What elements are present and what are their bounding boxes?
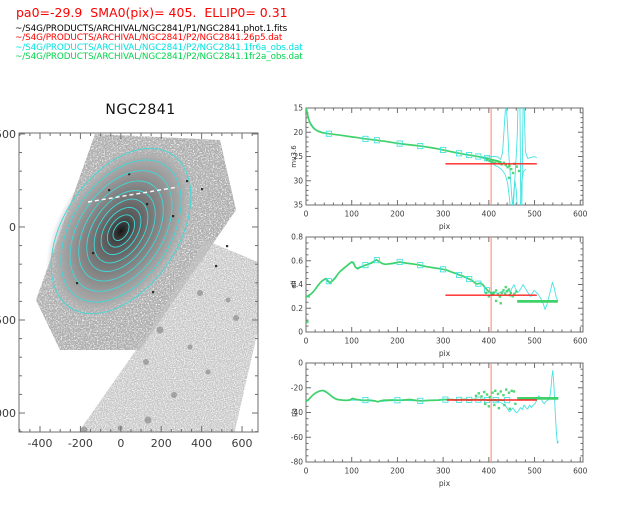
- svg-text:100: 100: [345, 467, 360, 476]
- file-path: ~/S4G/PRODUCTS/ARCHIVAL/NGC2841/P2/NGC28…: [15, 33, 283, 44]
- file-path: ~/S4G/PRODUCTS/ARCHIVAL/NGC2841/P2/NGC28…: [15, 51, 303, 62]
- x-axis-label: pix: [439, 222, 451, 231]
- svg-text:200: 200: [390, 210, 405, 219]
- svg-text:0: 0: [304, 467, 309, 476]
- svg-text:400: 400: [482, 210, 497, 219]
- svg-text:30: 30: [293, 176, 303, 185]
- panel-ell: 0 100 200 300 400 500 600 0.8 0.6 0.4 0.2 0 pix ell: [290, 233, 588, 358]
- galaxy-plot-title: NGC2841: [105, 102, 176, 118]
- svg-text:400: 400: [482, 337, 497, 346]
- galaxy-image: [36, 134, 258, 432]
- profile-panels-plot: 0 100 200 300 400 500 600 15 20 25 30 35 pix mu3.6 0 10…: [290, 104, 588, 488]
- svg-text:500: 500: [527, 210, 542, 219]
- svg-text:0.8: 0.8: [291, 233, 303, 242]
- svg-text:400: 400: [191, 437, 212, 450]
- svg-text:0: 0: [117, 437, 124, 450]
- file-path: ~/S4G/PRODUCTS/ARCHIVAL/NGC2841/P2/NGC28…: [15, 42, 303, 53]
- svg-text:600: 600: [573, 337, 588, 346]
- svg-text:-20: -20: [291, 383, 303, 392]
- svg-text:0.6: 0.6: [291, 256, 303, 265]
- svg-text:600: 600: [232, 437, 253, 450]
- panel-pa: 0 100 200 300 400 500 600 0 -20 -40 -60 -80 pix pa: [290, 359, 588, 488]
- svg-text:200: 200: [151, 437, 172, 450]
- svg-text:-500: -500: [0, 314, 16, 327]
- svg-text:0: 0: [298, 328, 303, 337]
- svg-text:-1000: -1000: [0, 407, 16, 420]
- svg-text:-40: -40: [291, 408, 303, 417]
- svg-text:0: 0: [298, 359, 303, 368]
- svg-text:600: 600: [573, 467, 588, 476]
- svg-text:-400: -400: [28, 437, 53, 450]
- svg-text:25: 25: [293, 152, 303, 161]
- panel-mu3.6: 0 100 200 300 400 500 600 15 20 25 30 35 pix mu3.6: [290, 104, 588, 231]
- x-axis-label: pix: [439, 349, 451, 358]
- svg-text:-200: -200: [68, 437, 93, 450]
- isophote-ellipses: [50, 147, 192, 315]
- svg-text:400: 400: [482, 467, 497, 476]
- file-path-list: ~/S4G/PRODUCTS/ARCHIVAL/NGC2841/P1/NGC28…: [15, 24, 303, 62]
- svg-text:20: 20: [293, 128, 303, 137]
- svg-text:600: 600: [573, 210, 588, 219]
- svg-text:-60: -60: [291, 433, 303, 442]
- svg-text:-80: -80: [291, 458, 303, 467]
- svg-text:0: 0: [304, 210, 309, 219]
- file-path: ~/S4G/PRODUCTS/ARCHIVAL/NGC2841/P1/NGC28…: [15, 24, 288, 34]
- y-axis-label: mu3.6: [290, 145, 298, 168]
- x-axis-label: pix: [439, 479, 451, 488]
- svg-text:15: 15: [293, 104, 303, 113]
- svg-text:500: 500: [527, 337, 542, 346]
- y-axis-label: ell: [290, 280, 298, 288]
- svg-text:0: 0: [9, 221, 16, 234]
- svg-text:200: 200: [390, 337, 405, 346]
- svg-text:300: 300: [436, 467, 451, 476]
- svg-text:0.4: 0.4: [291, 280, 303, 289]
- fit-params-text: pa0=-29.9 SMA0(pix)= 405. ELLIP0= 0.31: [16, 5, 288, 20]
- svg-text:0.2: 0.2: [291, 304, 303, 313]
- svg-text:300: 300: [436, 337, 451, 346]
- svg-text:100: 100: [345, 337, 360, 346]
- svg-text:200: 200: [390, 467, 405, 476]
- major-axis-dashed-line: [87, 186, 179, 203]
- svg-text:0: 0: [304, 337, 309, 346]
- svg-text:300: 300: [436, 210, 451, 219]
- svg-text:500: 500: [0, 128, 16, 141]
- y-axis-label: pa: [290, 408, 298, 417]
- galaxy-image-plot: -400 -200 0 200 400 600 500 0 -500 -1000: [0, 128, 259, 450]
- svg-text:500: 500: [527, 467, 542, 476]
- svg-text:35: 35: [293, 201, 303, 210]
- svg-text:100: 100: [345, 210, 360, 219]
